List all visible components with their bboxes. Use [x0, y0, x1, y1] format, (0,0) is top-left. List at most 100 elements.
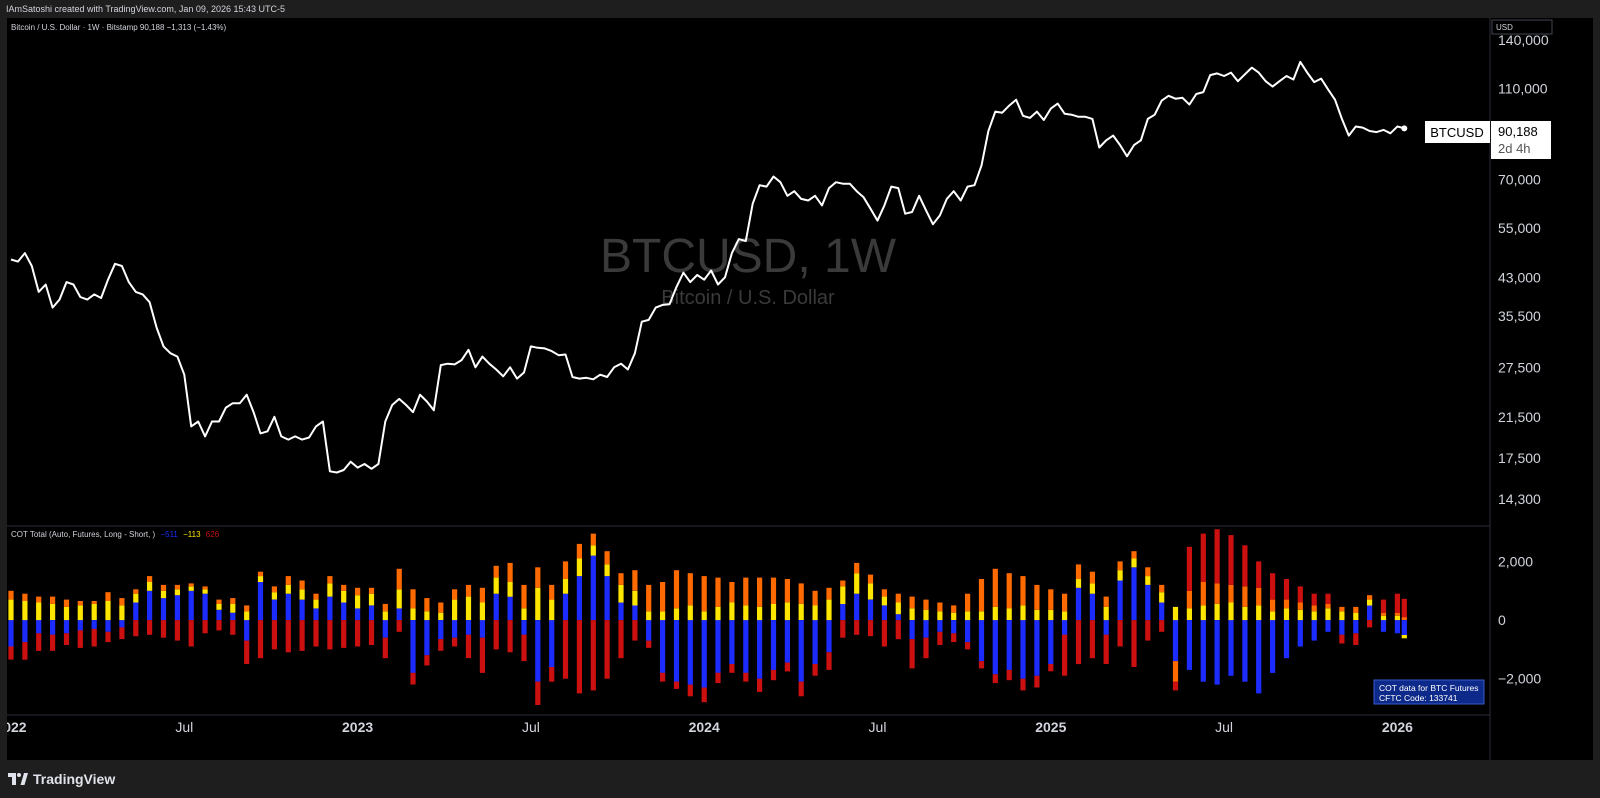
cot-bar-blue [521, 620, 527, 635]
cot-bar-yellow [507, 582, 513, 597]
cot-bar-blue [632, 605, 638, 621]
cot-bar-orange [313, 593, 319, 600]
cot-bar-red [1297, 586, 1303, 603]
time-tick-label: 2023 [342, 719, 373, 735]
cot-bar-red [1006, 669, 1012, 681]
cot-bar-yellow [729, 602, 735, 621]
cot-bar-red [230, 620, 236, 635]
last-price-dot [1401, 125, 1408, 132]
cot-bar-blue [271, 599, 277, 621]
cot-bar-yellow [1401, 635, 1407, 639]
cot-bar-yellow [1131, 558, 1137, 568]
cot-bar-red [1311, 593, 1317, 606]
cot-bar-blue [1339, 620, 1345, 635]
cot-bar-yellow [826, 599, 832, 621]
cot-bar-orange [160, 584, 167, 591]
cot-bar-orange [271, 586, 277, 593]
cot-bar-red [1401, 598, 1407, 618]
cot-bar-orange [604, 551, 610, 565]
time-axis[interactable]: 2022 Jul 2023 Jul 2024 Jul 2025 Jul 2026 [7, 719, 1413, 735]
cot-bar-yellow [452, 599, 458, 621]
cot-bar-orange [535, 567, 541, 588]
cot-bar-blue [743, 620, 749, 673]
cot-bar-yellow [840, 586, 846, 604]
cot-bar-red [923, 637, 929, 659]
cot-bar-yellow [937, 611, 943, 621]
watermark-subtitle: Bitcoin / U.S. Dollar [661, 287, 835, 309]
cot-bar-blue [438, 620, 444, 640]
cot-bar-blue [202, 593, 208, 621]
currency-badge[interactable]: USD [1491, 19, 1553, 35]
cot-bar-red [133, 620, 139, 637]
cot-bar-blue [937, 620, 943, 632]
cot-bar-yellow [1062, 611, 1068, 621]
cot-bar-yellow [50, 603, 56, 620]
cot-bar-red [479, 637, 485, 673]
cot-bar-yellow [673, 608, 680, 620]
price-tick-label: 140,000 [1498, 32, 1549, 48]
cot-bar-orange [909, 596, 915, 609]
cot-bar-yellow [299, 589, 305, 600]
cot-bar-red [1089, 620, 1095, 659]
chart-svg[interactable]: BTCUSD, 1W Bitcoin / U.S. Dollar Bitcoin… [7, 18, 1593, 760]
cot-bar-blue [50, 620, 56, 635]
cot-bar-yellow [1228, 602, 1234, 621]
tradingview-logo-icon [8, 773, 28, 785]
cot-bar-orange [632, 570, 638, 591]
cot-bar-red [1159, 620, 1165, 632]
cot-bar-orange [1325, 603, 1331, 609]
cot-bar-blue [840, 603, 846, 620]
cot-bar-orange [465, 584, 472, 597]
cot-bar-orange [812, 590, 818, 606]
cot-bar-blue [1270, 620, 1276, 673]
cot-bar-blue [299, 599, 305, 621]
cot-bar-orange [576, 543, 582, 559]
cot-bar-blue [396, 608, 402, 620]
cot-bar-blue [1256, 620, 1262, 694]
cot-bar-yellow [465, 596, 472, 620]
cot-bar-orange [854, 562, 860, 574]
cot-bar-blue [355, 608, 361, 620]
cot-bar-red [1283, 579, 1290, 600]
cot-bar-red [313, 620, 319, 647]
cot-bar-red [1270, 573, 1276, 600]
cot-bar-orange [978, 579, 985, 612]
cot-bar-red [105, 631, 111, 643]
cot-bar-orange [1075, 564, 1082, 580]
cot-bar-blue [285, 593, 291, 621]
tradingview-logo[interactable]: TradingView [8, 771, 115, 787]
cot-bar-orange [77, 601, 83, 606]
cot-bar-yellow [604, 564, 610, 577]
cot-bar-yellow [382, 611, 388, 621]
cot-bar-yellow [327, 583, 333, 597]
cot-bar-red [355, 620, 361, 647]
cot-bar-blue [1228, 620, 1234, 676]
cot-bar-red [216, 620, 222, 631]
cot-bar-yellow [549, 599, 555, 621]
cot-bar-yellow [1103, 606, 1109, 621]
cot-bar-blue [1214, 620, 1220, 685]
cot-bar-yellow [881, 596, 887, 606]
cot-legend-value-red: 626 [206, 530, 220, 539]
cot-bar-blue [909, 620, 915, 640]
price-tick-label: 17,500 [1498, 450, 1541, 466]
cot-bar-blue [770, 620, 777, 670]
cot-bar-orange [188, 583, 194, 587]
cot-bar-orange [105, 592, 111, 601]
cot-bar-yellow [77, 605, 83, 621]
cot-series [8, 529, 1407, 705]
cot-bar-yellow [562, 579, 569, 594]
cot-bar-yellow [895, 602, 901, 615]
price-tick-label: 110,000 [1498, 80, 1548, 96]
cot-bar-yellow [1380, 615, 1387, 621]
cot-bar-red [1145, 620, 1151, 641]
cot-bar-orange [937, 602, 943, 612]
chart-area[interactable]: BTCUSD, 1W Bitcoin / U.S. Dollar Bitcoin… [7, 18, 1593, 760]
price-axis[interactable]: 140,000 110,000 70,000 55,000 43,000 35,500 27… [1498, 32, 1549, 687]
cot-bar-red [1034, 675, 1040, 688]
cot-bar-yellow [1117, 570, 1123, 581]
cot-bar-yellow [63, 606, 70, 621]
cot-bar-yellow [1242, 606, 1248, 621]
price-tick-label: 27,500 [1498, 359, 1541, 375]
cot-bar-yellow [618, 584, 624, 603]
